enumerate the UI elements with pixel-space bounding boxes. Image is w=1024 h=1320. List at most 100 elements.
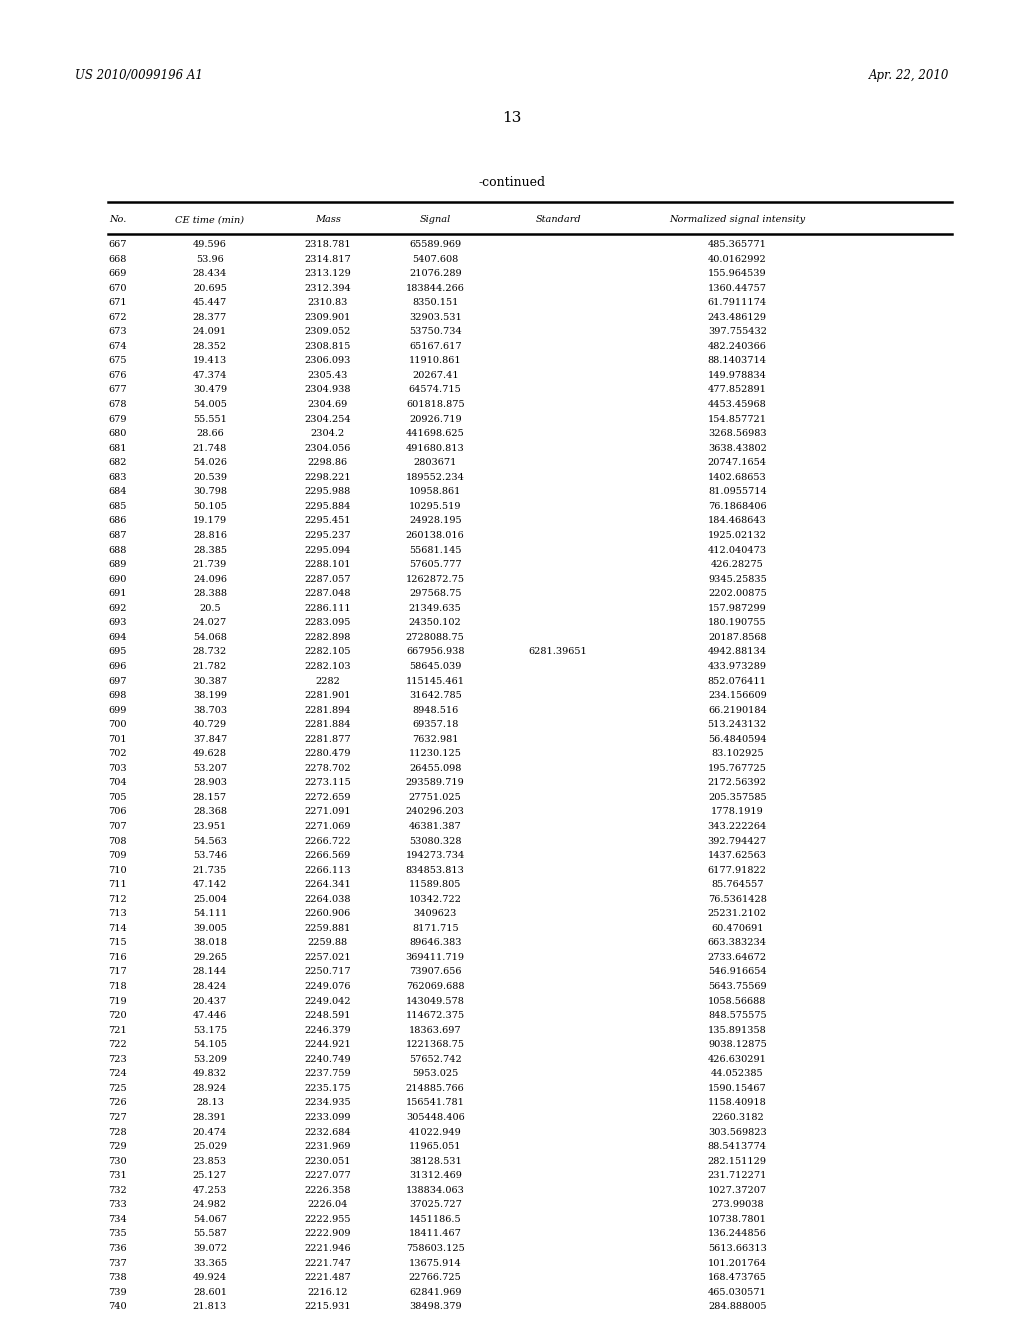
Text: 728: 728 — [109, 1127, 127, 1137]
Text: 739: 739 — [109, 1287, 127, 1296]
Text: 834853.813: 834853.813 — [406, 866, 465, 875]
Text: 61.7911174: 61.7911174 — [708, 298, 767, 308]
Text: Mass: Mass — [314, 215, 341, 224]
Text: Normalized signal intensity: Normalized signal intensity — [670, 215, 805, 224]
Text: 2226.358: 2226.358 — [304, 1185, 351, 1195]
Text: 3268.56983: 3268.56983 — [708, 429, 767, 438]
Text: 1437.62563: 1437.62563 — [708, 851, 767, 861]
Text: 5407.608: 5407.608 — [412, 255, 459, 264]
Text: 714: 714 — [109, 924, 127, 933]
Text: 513.243132: 513.243132 — [708, 721, 767, 729]
Text: 693: 693 — [109, 618, 127, 627]
Text: 13675.914: 13675.914 — [409, 1258, 462, 1267]
Text: US 2010/0099196 A1: US 2010/0099196 A1 — [75, 69, 203, 82]
Text: 30.479: 30.479 — [193, 385, 227, 395]
Text: 736: 736 — [109, 1243, 127, 1253]
Text: 21.735: 21.735 — [193, 866, 227, 875]
Text: 2313.129: 2313.129 — [304, 269, 351, 279]
Text: 717: 717 — [109, 968, 127, 977]
Text: 465.030571: 465.030571 — [708, 1287, 767, 1296]
Text: 733: 733 — [109, 1200, 127, 1209]
Text: 101.201764: 101.201764 — [708, 1258, 767, 1267]
Text: 426.28275: 426.28275 — [711, 560, 764, 569]
Text: 10295.519: 10295.519 — [409, 502, 462, 511]
Text: 65589.969: 65589.969 — [410, 240, 461, 249]
Text: 25231.2102: 25231.2102 — [708, 909, 767, 919]
Text: 2257.021: 2257.021 — [304, 953, 351, 962]
Text: 2266.722: 2266.722 — [304, 837, 351, 846]
Text: 724: 724 — [109, 1069, 127, 1078]
Text: 65167.617: 65167.617 — [409, 342, 462, 351]
Text: 21076.289: 21076.289 — [409, 269, 462, 279]
Text: 53.746: 53.746 — [193, 851, 227, 861]
Text: 2288.101: 2288.101 — [304, 560, 351, 569]
Text: 2215.931: 2215.931 — [304, 1302, 351, 1311]
Text: -continued: -continued — [478, 176, 546, 189]
Text: 680: 680 — [109, 429, 127, 438]
Text: 697: 697 — [109, 676, 127, 685]
Text: 848.575575: 848.575575 — [708, 1011, 767, 1020]
Text: 2222.955: 2222.955 — [304, 1214, 351, 1224]
Text: 41022.949: 41022.949 — [409, 1127, 462, 1137]
Text: 2281.894: 2281.894 — [304, 706, 351, 714]
Text: 31642.785: 31642.785 — [409, 692, 462, 700]
Text: 1590.15467: 1590.15467 — [708, 1084, 767, 1093]
Text: 2259.88: 2259.88 — [307, 939, 348, 948]
Text: 21.782: 21.782 — [193, 661, 227, 671]
Text: 64574.715: 64574.715 — [409, 385, 462, 395]
Text: 2246.379: 2246.379 — [304, 1026, 351, 1035]
Text: 740: 740 — [109, 1302, 127, 1311]
Text: 53.209: 53.209 — [193, 1055, 227, 1064]
Text: Standard: Standard — [536, 215, 581, 224]
Text: 412.040473: 412.040473 — [708, 545, 767, 554]
Text: 678: 678 — [109, 400, 127, 409]
Text: 2283.095: 2283.095 — [304, 618, 351, 627]
Text: 38.018: 38.018 — [193, 939, 227, 948]
Text: 85.764557: 85.764557 — [711, 880, 764, 890]
Text: 1058.56688: 1058.56688 — [708, 997, 767, 1006]
Text: 60.470691: 60.470691 — [711, 924, 764, 933]
Text: 2295.988: 2295.988 — [304, 487, 351, 496]
Text: 2226.04: 2226.04 — [307, 1200, 348, 1209]
Text: 40.729: 40.729 — [193, 721, 227, 729]
Text: 719: 719 — [109, 997, 127, 1006]
Text: 20.5: 20.5 — [199, 603, 221, 612]
Text: 691: 691 — [109, 589, 127, 598]
Text: 234.156609: 234.156609 — [708, 692, 767, 700]
Text: 2260.906: 2260.906 — [304, 909, 351, 919]
Text: 143049.578: 143049.578 — [406, 997, 465, 1006]
Text: 2803671: 2803671 — [414, 458, 457, 467]
Text: 154.857721: 154.857721 — [708, 414, 767, 424]
Text: 668: 668 — [109, 255, 127, 264]
Text: 2295.237: 2295.237 — [304, 531, 351, 540]
Text: 32903.531: 32903.531 — [409, 313, 462, 322]
Text: 28.144: 28.144 — [193, 968, 227, 977]
Text: 24.091: 24.091 — [193, 327, 227, 337]
Text: 708: 708 — [109, 837, 127, 846]
Text: 491680.813: 491680.813 — [406, 444, 465, 453]
Text: 3409623: 3409623 — [414, 909, 457, 919]
Text: 56.4840594: 56.4840594 — [708, 735, 767, 743]
Text: 2232.684: 2232.684 — [304, 1127, 351, 1137]
Text: 11965.051: 11965.051 — [409, 1142, 462, 1151]
Text: 737: 737 — [109, 1258, 127, 1267]
Text: 2314.817: 2314.817 — [304, 255, 351, 264]
Text: 184.468643: 184.468643 — [708, 516, 767, 525]
Text: 44.052385: 44.052385 — [711, 1069, 764, 1078]
Text: 54.111: 54.111 — [193, 909, 227, 919]
Text: 38.703: 38.703 — [193, 706, 227, 714]
Text: 706: 706 — [109, 808, 127, 817]
Text: 679: 679 — [109, 414, 127, 424]
Text: 2282.103: 2282.103 — [304, 661, 351, 671]
Text: 671: 671 — [109, 298, 127, 308]
Text: 260138.016: 260138.016 — [406, 531, 465, 540]
Text: 1925.02132: 1925.02132 — [708, 531, 767, 540]
Text: 2278.702: 2278.702 — [304, 764, 351, 772]
Text: 675: 675 — [109, 356, 127, 366]
Text: 477.852891: 477.852891 — [708, 385, 767, 395]
Text: 2266.569: 2266.569 — [304, 851, 351, 861]
Text: No.: No. — [110, 215, 126, 224]
Text: 2309.052: 2309.052 — [304, 327, 351, 337]
Text: 243.486129: 243.486129 — [708, 313, 767, 322]
Text: 46381.387: 46381.387 — [409, 822, 462, 832]
